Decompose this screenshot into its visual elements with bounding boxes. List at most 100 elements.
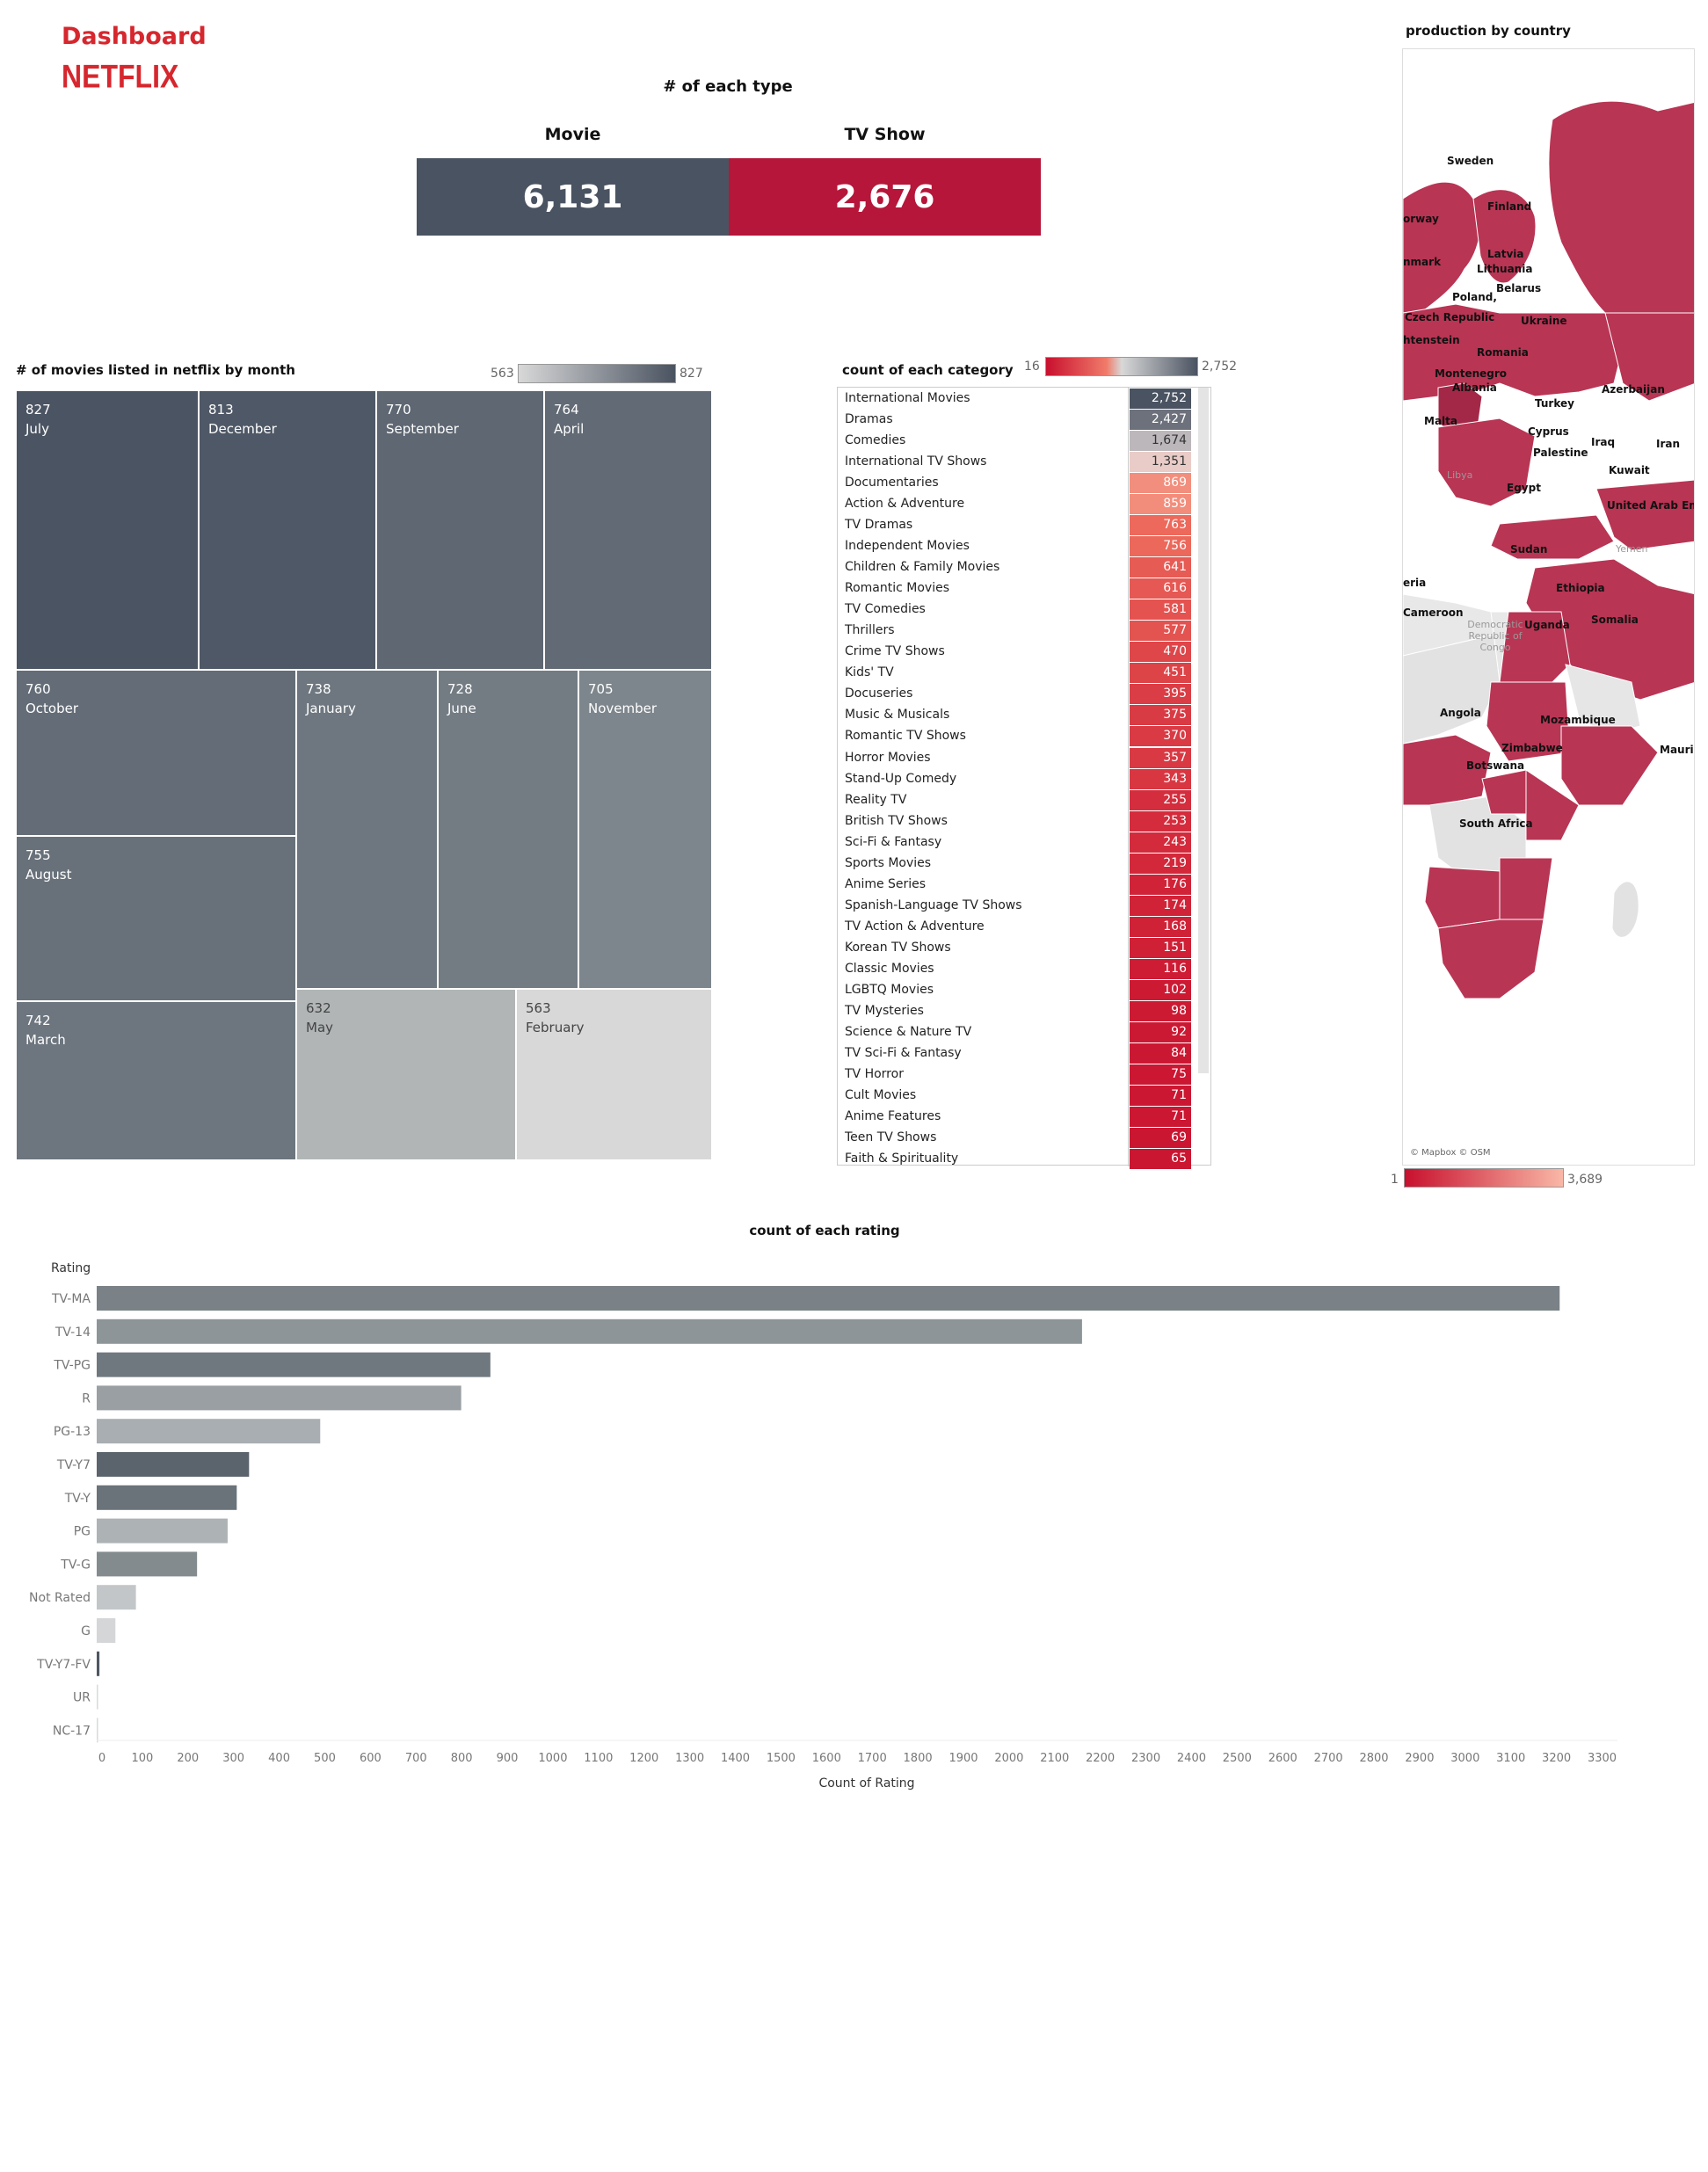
- category-row[interactable]: Comedies 1,674: [838, 431, 1212, 452]
- category-row[interactable]: TV Action & Adventure 168: [838, 916, 1212, 938]
- country-map[interactable]: Sweden Finland orway nmark Latvia Lithua…: [1402, 48, 1695, 1166]
- category-row[interactable]: Sci-Fi & Fantasy 243: [838, 832, 1212, 854]
- rating-bar[interactable]: [97, 1518, 228, 1544]
- category-row[interactable]: Dramas 2,427: [838, 410, 1212, 431]
- category-count-cell: 375: [1130, 705, 1191, 726]
- category-row[interactable]: TV Dramas 763: [838, 515, 1212, 536]
- category-row[interactable]: Romantic Movies 616: [838, 578, 1212, 599]
- tile-month: June: [447, 701, 476, 716]
- tile-month: October: [25, 701, 79, 716]
- category-row[interactable]: TV Sci-Fi & Fantasy 84: [838, 1042, 1212, 1064]
- category-count-cell: 869: [1130, 473, 1191, 494]
- category-row[interactable]: British TV Shows 253: [838, 810, 1212, 832]
- tvshow-count-tile[interactable]: 2,676: [729, 158, 1041, 236]
- category-row[interactable]: Romantic TV Shows 370: [838, 726, 1212, 747]
- category-count-cell: 343: [1130, 768, 1191, 789]
- category-row[interactable]: Children & Family Movies 641: [838, 557, 1212, 578]
- rating-bar[interactable]: [97, 1352, 491, 1377]
- category-row[interactable]: Thrillers 577: [838, 621, 1212, 642]
- category-row[interactable]: Korean TV Shows 151: [838, 937, 1212, 959]
- category-scrollbar[interactable]: [1198, 388, 1209, 1073]
- category-row[interactable]: TV Horror 75: [838, 1064, 1212, 1086]
- rating-bar[interactable]: [97, 1551, 198, 1577]
- category-table[interactable]: International Movies 2,752 Dramas 2,427 Come…: [837, 387, 1212, 1170]
- category-name: Sports Movies: [845, 855, 932, 870]
- rating-bar[interactable]: [97, 1452, 250, 1477]
- category-row[interactable]: Docuseries 395: [838, 684, 1212, 705]
- category-row[interactable]: Crime TV Shows 470: [838, 642, 1212, 663]
- rating-bar[interactable]: [97, 1684, 98, 1710]
- rating-x-tick-label: 1700: [858, 1752, 887, 1765]
- treemap-tile-may[interactable]: 632 May: [296, 989, 516, 1160]
- category-row[interactable]: International TV Shows 1,351: [838, 452, 1212, 473]
- category-row[interactable]: Science & Nature TV 92: [838, 1021, 1212, 1043]
- movie-count-tile[interactable]: 6,131: [417, 158, 729, 236]
- rating-bar[interactable]: [97, 1651, 100, 1676]
- type-panel-title: # of each type: [663, 77, 793, 96]
- treemap-tile-november[interactable]: 705 November: [578, 670, 712, 989]
- rating-x-tick-label: 900: [497, 1752, 519, 1765]
- category-name: International TV Shows: [845, 454, 987, 469]
- rating-bar[interactable]: [97, 1318, 1082, 1344]
- category-row[interactable]: LGBTQ Movies 102: [838, 979, 1212, 1001]
- treemap-tile-september[interactable]: 770 September: [376, 390, 544, 670]
- category-row[interactable]: TV Comedies 581: [838, 599, 1212, 621]
- map-label-albania: Albania: [1452, 381, 1497, 394]
- category-row[interactable]: Teen TV Shows 69: [838, 1128, 1212, 1149]
- treemap-tile-february[interactable]: 563 February: [516, 989, 712, 1160]
- treemap-tile-march[interactable]: 742 March: [16, 1001, 296, 1160]
- rating-category-label: PG: [74, 1525, 91, 1539]
- category-row[interactable]: Kids' TV 451: [838, 663, 1212, 684]
- category-row[interactable]: Music & Musicals 375: [838, 705, 1212, 726]
- category-row[interactable]: Independent Movies 756: [838, 536, 1212, 557]
- category-row[interactable]: Reality TV 255: [838, 789, 1212, 811]
- category-count-cell: 577: [1130, 621, 1191, 642]
- map-attribution[interactable]: © Mapbox © OSM: [1410, 1148, 1491, 1158]
- rating-bar[interactable]: [97, 1385, 462, 1411]
- rating-x-tick-label: 2200: [1086, 1752, 1115, 1765]
- category-row[interactable]: International Movies 2,752: [838, 389, 1212, 410]
- rating-x-tick-label: 3100: [1496, 1752, 1525, 1765]
- tile-month: March: [25, 1032, 66, 1048]
- rating-bar[interactable]: [97, 1419, 321, 1444]
- rating-x-tick-label: 0: [98, 1752, 105, 1765]
- category-row[interactable]: Horror Movies 357: [838, 747, 1212, 769]
- category-row[interactable]: Anime Features 71: [838, 1107, 1212, 1128]
- category-count-cell: 641: [1130, 557, 1191, 578]
- category-row[interactable]: Cult Movies 71: [838, 1085, 1212, 1107]
- treemap-tile-june[interactable]: 728 June: [438, 670, 578, 989]
- rating-x-tick-label: 1100: [584, 1752, 613, 1765]
- map-label-ukraine: Ukraine: [1521, 315, 1567, 327]
- rating-x-tick-label: 200: [177, 1752, 199, 1765]
- rating-bar[interactable]: [97, 1618, 116, 1643]
- treemap-tile-october[interactable]: 760 October: [16, 670, 296, 836]
- treemap-tile-january[interactable]: 738 January: [296, 670, 438, 989]
- category-name: LGBTQ Movies: [845, 982, 934, 997]
- category-row[interactable]: Action & Adventure 859: [838, 494, 1212, 515]
- rating-x-tick-label: 2400: [1177, 1752, 1206, 1765]
- rating-bar[interactable]: [97, 1286, 1560, 1311]
- category-row[interactable]: Stand-Up Comedy 343: [838, 768, 1212, 790]
- category-count-cell: 255: [1130, 789, 1191, 810]
- rating-axis-xlabel: Count of Rating: [818, 1776, 914, 1791]
- category-count-cell: 102: [1130, 979, 1191, 1000]
- treemap-tile-december[interactable]: 813 December: [199, 390, 376, 670]
- treemap-tile-august[interactable]: 755 August: [16, 836, 296, 1001]
- rating-x-tick-label: 3300: [1588, 1752, 1617, 1765]
- category-row[interactable]: Documentaries 869: [838, 473, 1212, 494]
- category-row[interactable]: TV Mysteries 98: [838, 1000, 1212, 1022]
- rating-bar[interactable]: [97, 1718, 98, 1743]
- category-row[interactable]: Anime Series 176: [838, 874, 1212, 896]
- category-name: Thrillers: [845, 623, 895, 638]
- category-name: Independent Movies: [845, 539, 970, 554]
- category-row[interactable]: Spanish-Language TV Shows 174: [838, 895, 1212, 917]
- category-row[interactable]: Sports Movies 219: [838, 853, 1212, 875]
- rating-bar[interactable]: [97, 1485, 237, 1510]
- category-count-cell: 1,674: [1130, 431, 1191, 452]
- tile-month: July: [25, 421, 49, 437]
- treemap-tile-july[interactable]: 827 July: [16, 390, 199, 670]
- rating-bar[interactable]: [97, 1585, 136, 1610]
- category-row[interactable]: Classic Movies 116: [838, 958, 1212, 980]
- treemap-tile-april[interactable]: 764 April: [544, 390, 712, 670]
- category-row[interactable]: Faith & Spirituality 65: [838, 1149, 1212, 1170]
